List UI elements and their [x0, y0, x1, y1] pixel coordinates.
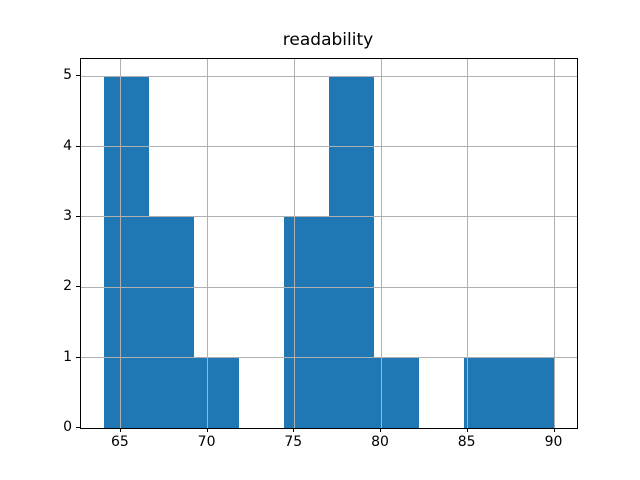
y-tick-label: 3: [63, 207, 72, 224]
grid-line: [380, 58, 382, 428]
x-tick-mark: [553, 428, 555, 432]
y-tick-mark: [76, 286, 80, 288]
x-tick-label: 70: [197, 434, 216, 450]
x-tick-label: 90: [544, 434, 563, 450]
histogram-bar: [193, 357, 239, 428]
y-tick-label: 5: [63, 67, 72, 84]
y-tick-label: 2: [63, 278, 72, 295]
histogram-bar: [103, 76, 149, 428]
x-tick-mark: [293, 428, 295, 432]
histogram-bar: [148, 216, 194, 428]
y-tick-label: 0: [63, 419, 72, 435]
grid-line: [554, 58, 555, 428]
x-tick-label: 80: [371, 434, 389, 450]
grid-line: [81, 357, 577, 359]
y-tick-label: 4: [63, 137, 72, 154]
y-tick-mark: [76, 215, 80, 217]
x-tick-mark: [206, 428, 208, 432]
x-tick-label: 65: [110, 434, 129, 450]
y-tick-mark: [76, 145, 80, 147]
histogram-bar: [464, 357, 510, 428]
histogram-bar: [329, 76, 375, 428]
histogram-bar: [374, 357, 420, 428]
grid-line: [81, 216, 577, 218]
x-tick-mark: [380, 428, 381, 432]
grid-line: [207, 58, 209, 428]
chart-title: readability: [282, 30, 374, 50]
grid-line: [81, 286, 577, 288]
grid-line: [81, 146, 577, 148]
histogram-bar: [283, 216, 329, 428]
plot-area: [80, 57, 578, 429]
histogram-bar: [509, 357, 555, 428]
y-tick-mark: [76, 356, 80, 358]
x-tick-label: 75: [284, 434, 303, 450]
y-tick-mark: [76, 427, 80, 428]
grid-line: [81, 75, 577, 77]
y-tick-label: 1: [63, 348, 72, 365]
grid-line: [467, 58, 469, 428]
y-tick-mark: [76, 75, 80, 77]
x-tick-label: 85: [457, 434, 476, 450]
grid-line: [120, 58, 122, 428]
x-tick-mark: [119, 428, 121, 432]
x-tick-mark: [466, 428, 468, 432]
grid-line: [293, 58, 295, 428]
